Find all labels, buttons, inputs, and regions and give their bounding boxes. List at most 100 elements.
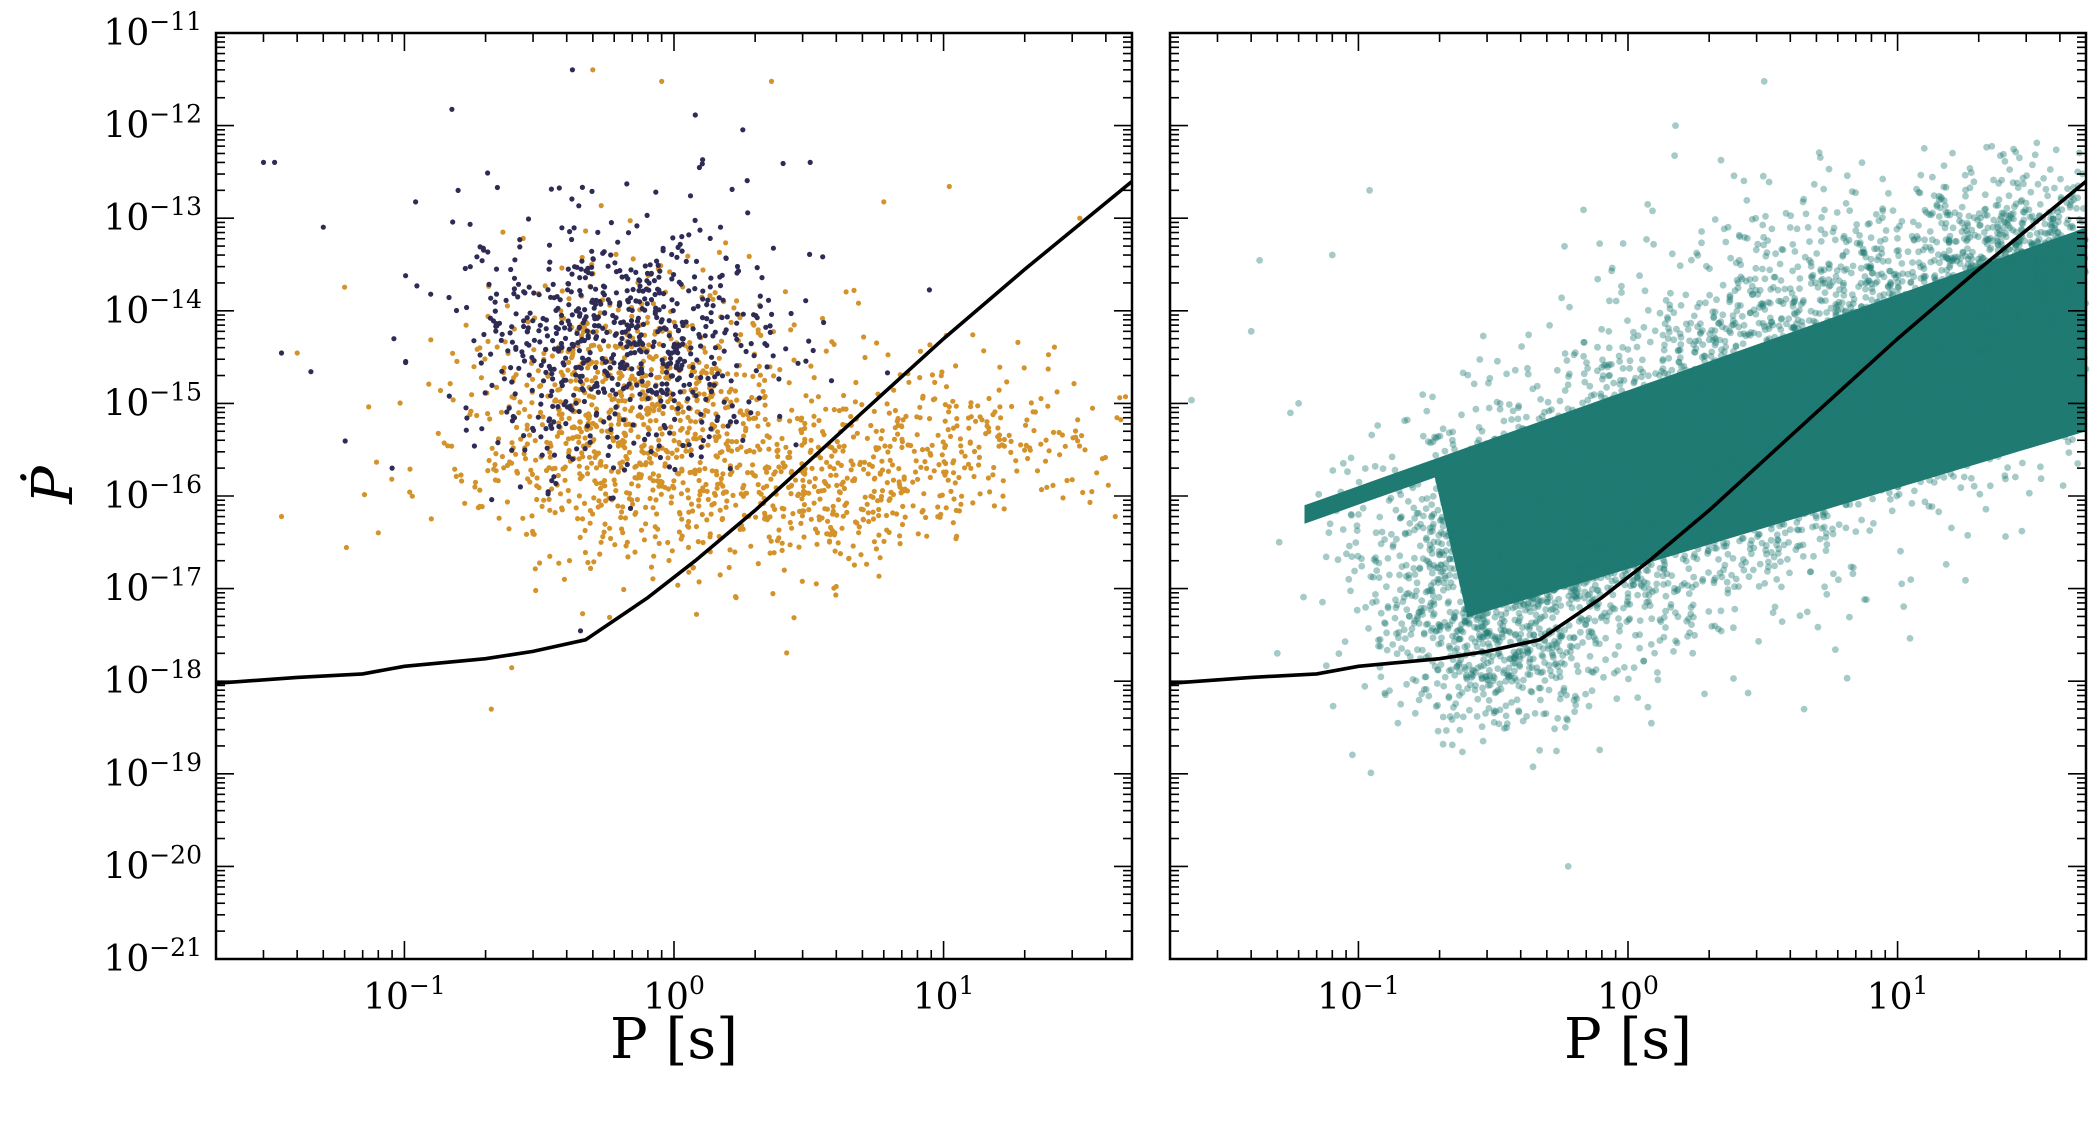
scatter-point [1442,547,1450,554]
scatter-point [1847,563,1855,571]
scatter-point [548,294,554,300]
scatter-point [567,326,573,332]
scatter-point [589,248,595,254]
scatter-point [935,432,941,438]
scatter-point [703,396,709,402]
scatter-point [1042,458,1049,464]
scatter-point [585,265,591,271]
scatter-point [1426,587,1433,595]
scatter-point [562,477,568,483]
scatter-point [1601,544,1608,552]
scatter-point [685,544,692,551]
scatter-point [723,255,729,261]
scatter-point [586,454,593,460]
scatter-point [1426,524,1434,532]
scatter-point [778,469,784,475]
scatter-point [1489,516,1497,524]
scatter-point [1682,500,1689,507]
scatter-point [737,462,743,468]
scatter-point [1644,520,1652,528]
scatter-point [959,449,965,455]
scatter-point [493,320,499,327]
scatter-point [685,438,691,444]
scatter-point [1571,523,1579,531]
scatter-point [652,534,658,540]
scatter-point [904,488,911,494]
scatter-point [1687,529,1694,537]
scatter-point [1586,571,1593,579]
scatter-point [1756,531,1763,538]
scatter-point [1498,550,1505,557]
scatter-point [1640,553,1648,561]
scatter-point [611,477,617,483]
scatter-point [1544,546,1552,554]
scatter-point [533,587,539,594]
scatter-point [1755,583,1763,590]
scatter-point [686,518,692,525]
scatter-point [630,501,636,507]
scatter-point [716,295,722,301]
scatter-point [1549,538,1557,546]
scatter-point [664,381,670,387]
scatter-point [1680,579,1688,587]
scatter-point [1541,529,1549,537]
scatter-point [660,389,666,396]
scatter-point [1645,591,1653,599]
scatter-point [1643,598,1651,606]
scatter-point [677,389,683,395]
scatter-point [1014,468,1020,474]
scatter-point [613,290,620,296]
scatter-point [1548,519,1555,527]
scatter-point [588,343,595,349]
scatter-point [1596,518,1604,526]
scatter-point [543,369,549,375]
scatter-point [594,480,600,487]
scatter-point [1597,574,1605,582]
scatter-point [1520,564,1527,572]
scatter-point [555,404,561,410]
scatter-point [656,540,662,547]
scatter-point [1514,404,1522,412]
scatter-point [1879,474,1887,482]
scatter-point [1730,675,1737,682]
scatter-point [1523,523,1531,530]
scatter-point [1964,531,1972,539]
scatter-point [1600,548,1608,556]
scatter-point [493,328,499,334]
scatter-point [1588,629,1596,637]
scatter-point [569,236,575,243]
scatter-point [762,341,768,347]
scatter-point [1631,399,1639,407]
scatter-point [1588,668,1596,676]
scatter-point [724,431,730,437]
scatter-point [953,403,959,409]
scatter-point [1611,469,1619,477]
scatter-point [1708,517,1716,525]
scatter-point [1398,620,1406,627]
scatter-point [779,540,785,546]
scatter-point [1692,581,1700,588]
scatter-point [1688,583,1696,591]
scatter-point [542,283,548,289]
scatter-point [1651,515,1659,523]
scatter-point [887,443,893,449]
scatter-point [1713,545,1720,552]
scatter-point [1094,470,1100,476]
scatter-point [511,286,517,292]
scatter-point [1526,518,1534,526]
scatter-point [938,511,944,517]
scatter-point [628,318,635,324]
scatter-point [656,473,662,479]
scatter-point [1535,597,1542,605]
y-tick-label: 10−21 [103,933,202,980]
scatter-point [813,581,819,587]
scatter-point [1668,572,1676,579]
scatter-point [1594,443,1602,451]
scatter-point [727,471,733,477]
scatter-point [878,497,884,503]
scatter-point [485,338,491,344]
scatter-point [1657,618,1665,625]
scatter-point [1591,544,1599,551]
scatter-point [614,434,620,440]
scatter-point [1376,513,1384,521]
